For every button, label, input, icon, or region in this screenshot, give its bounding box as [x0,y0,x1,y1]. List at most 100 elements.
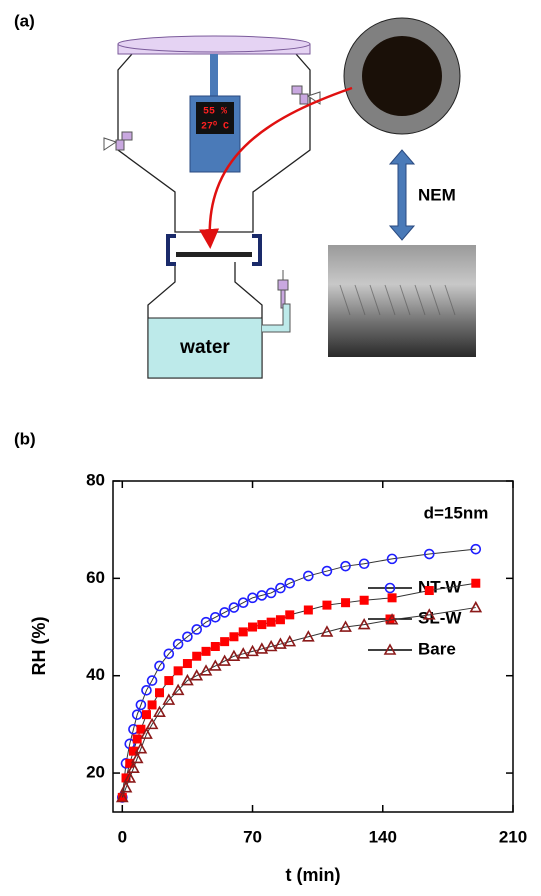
point [210,642,220,651]
point [155,688,165,698]
point [182,659,192,669]
point [424,586,434,596]
point [115,790,129,803]
point [200,616,212,628]
point [132,734,142,744]
point [386,553,398,565]
diagram: (a) 55 % 27⁰ C water NEM [14,11,476,379]
panel-label: (a) [14,11,35,30]
display-text: 55 % [203,107,227,118]
point [266,617,276,627]
point [182,631,193,643]
legend-label: NT-W [418,577,462,596]
point [135,699,147,711]
y-tick-label: 80 [86,470,105,489]
point [199,664,213,676]
point [220,637,230,647]
point [229,632,239,642]
point [358,558,370,570]
point [141,685,152,696]
x-tick-label: 0 [118,827,127,846]
point [191,624,203,635]
lid [117,35,311,53]
point [219,607,230,618]
plot-frame [112,480,514,813]
x-axis-label: t (min) [286,865,341,885]
point [121,773,131,783]
point [171,683,185,696]
point [359,595,369,605]
display-text: 27⁰ C [201,121,229,133]
point [163,648,175,660]
point [145,717,159,730]
valves [103,85,321,309]
point [147,700,157,710]
point [164,676,174,686]
point [341,598,351,608]
point [274,637,287,649]
rod [210,54,218,96]
point [119,781,133,793]
point [275,615,285,625]
point [303,605,313,615]
point [285,610,295,620]
point [275,582,286,594]
point [237,597,249,608]
point [303,570,314,582]
point [256,590,268,601]
point [131,709,143,720]
double-arrow [388,149,416,241]
point [471,578,481,588]
point [422,608,436,620]
point [246,644,259,657]
x-tick-label: 140 [369,827,397,846]
membrane-core [362,36,442,116]
point [136,724,146,734]
point [227,649,241,662]
point [181,673,194,686]
point [283,634,297,647]
point [357,617,371,630]
membrane [176,252,252,257]
x-tick-label: 70 [243,827,262,846]
point [257,620,267,630]
point [322,600,332,610]
nem-label: NEM [418,185,456,204]
x-tick-label: 210 [499,827,527,846]
legend-label: SL-W [418,608,462,627]
point [154,660,165,672]
point [321,565,333,577]
holder [166,234,262,266]
point [201,646,211,656]
point [218,654,231,666]
point [125,758,135,768]
point [320,625,334,637]
legend-marker [383,643,397,655]
point [172,638,184,650]
point [210,611,221,623]
sem-texture [339,284,456,316]
arrow [199,86,353,249]
water-label: water [179,337,230,358]
point [173,666,183,676]
legend-label: Bare [418,639,456,658]
point [248,622,258,632]
point [264,639,278,652]
y-axis-label: RH (%) [29,617,49,676]
display [196,102,234,134]
legend-marker [384,582,396,594]
point [127,761,140,773]
point [153,705,166,718]
point [385,613,399,625]
point [247,592,258,604]
series-line [121,607,476,798]
y-tick-label: 60 [86,568,105,587]
point [128,746,138,756]
point [339,620,352,632]
point [146,675,158,686]
y-tick-label: 20 [86,763,105,782]
point [238,627,248,637]
point [470,543,482,555]
point [208,659,222,671]
point [301,630,315,642]
